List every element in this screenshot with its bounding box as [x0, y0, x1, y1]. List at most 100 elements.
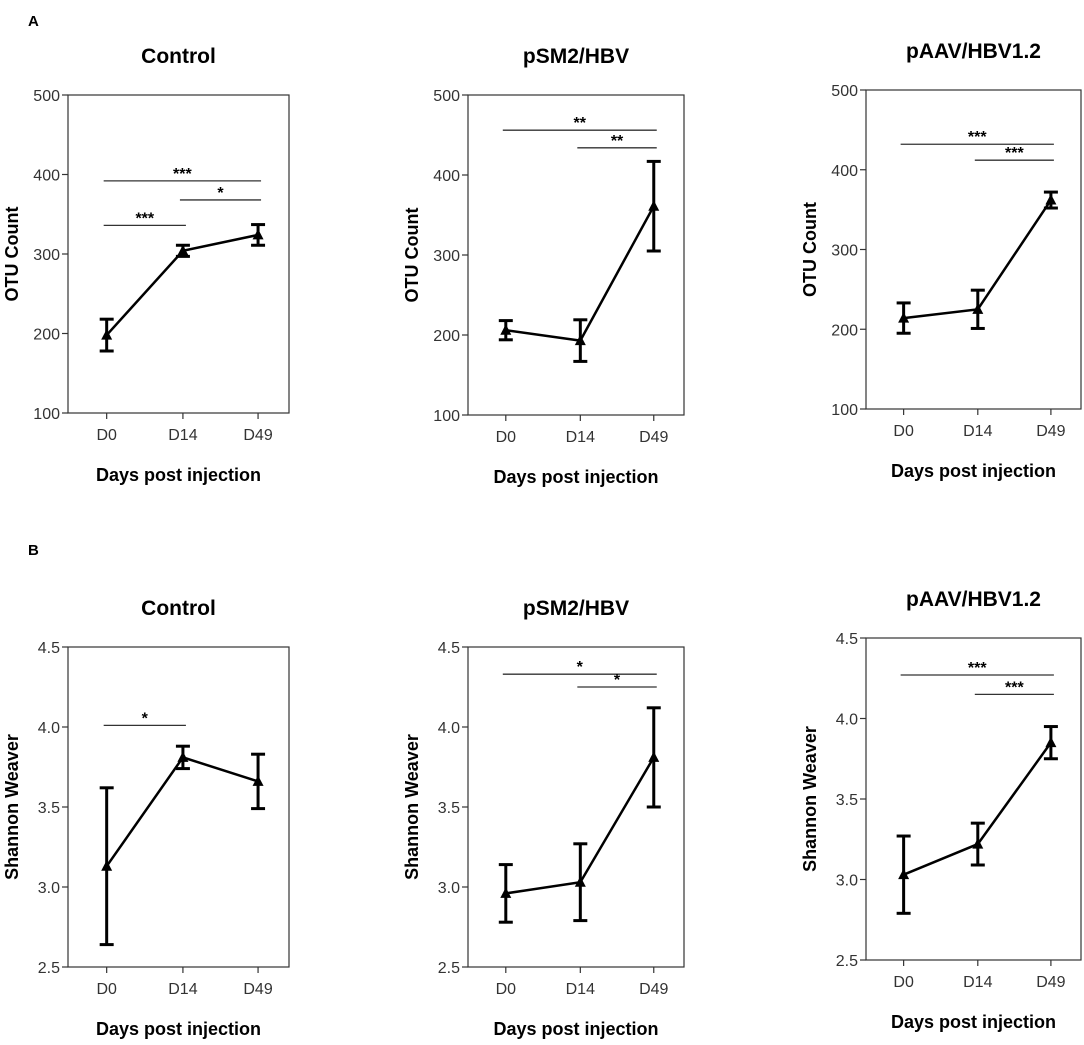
chart-title: pAAV/HBV1.2: [906, 588, 1041, 611]
y-tick-label: 400: [33, 168, 60, 185]
y-tick-label: 400: [433, 168, 460, 185]
x-tick-label: D14: [963, 974, 992, 991]
plot-frame: [865, 637, 1082, 961]
plot-frame: [67, 646, 290, 968]
chart-3: Control 2.5 3.0 3.5 4.0 4.5 D0 D14 D49 Days post …: [2, 597, 290, 1039]
significance-label: **: [611, 133, 624, 150]
x-tick-label: D0: [496, 981, 517, 998]
y-tick-label: 3.0: [438, 880, 460, 897]
x-axis-label: Days post injection: [96, 1019, 261, 1039]
x-tick-label: D14: [168, 427, 197, 444]
x-tick-label: D0: [496, 429, 517, 446]
x-tick-label: D49: [639, 981, 668, 998]
y-tick-label: 4.5: [836, 631, 858, 648]
data-point: [177, 751, 189, 762]
y-tick-label: 200: [433, 328, 460, 345]
y-tick-label: 200: [33, 327, 60, 344]
y-tick-label: 3.5: [836, 792, 858, 809]
significance-label: *: [614, 672, 621, 689]
x-tick-label: D49: [1036, 974, 1065, 991]
x-tick-label: D14: [963, 423, 992, 440]
data-point: [574, 876, 586, 887]
significance-label: ***: [1005, 145, 1024, 162]
chart-title: Control: [141, 597, 216, 620]
data-point: [898, 312, 910, 323]
data-point: [574, 334, 586, 346]
significance-label: **: [574, 115, 587, 132]
data-point: [648, 751, 660, 762]
x-axis-label: Days post injection: [493, 467, 658, 487]
chart-5: pAAV/HBV1.2 2.5 3.0 3.5 4.0 4.5 D0 D14 D49 Days p…: [800, 588, 1082, 1032]
significance-label: ***: [968, 660, 987, 677]
data-point: [101, 860, 113, 871]
x-axis-label: Days post injection: [891, 1012, 1056, 1032]
x-tick-label: D49: [1036, 423, 1065, 440]
y-tick-label: 4.0: [836, 712, 858, 729]
x-tick-label: D0: [96, 427, 117, 444]
y-tick-label: 500: [33, 88, 60, 105]
y-tick-label: 3.5: [438, 800, 460, 817]
x-tick-label: D49: [243, 981, 272, 998]
y-tick-label: 300: [433, 248, 460, 265]
significance-label: *: [142, 710, 149, 727]
data-point: [500, 324, 512, 335]
y-tick-label: 4.0: [438, 720, 460, 737]
data-point: [252, 775, 264, 786]
y-tick-label: 3.5: [38, 800, 60, 817]
y-tick-label: 2.5: [38, 960, 60, 977]
chart-title: pSM2/HBV: [523, 597, 629, 620]
chart-2: pAAV/HBV1.2 100 200 300 400 500 D0 D14 D49 Days p…: [800, 40, 1082, 481]
y-axis-label: Shannon Weaver: [800, 726, 820, 872]
y-axis-label: OTU Count: [800, 202, 820, 297]
panel-label-b: B: [28, 542, 39, 559]
data-point: [177, 244, 189, 256]
y-tick-label: 2.5: [836, 953, 858, 970]
y-tick-label: 4.5: [438, 640, 460, 657]
plot-frame: [467, 94, 685, 416]
y-tick-label: 500: [831, 83, 858, 100]
x-tick-label: D14: [566, 429, 595, 446]
significance-label: ***: [968, 129, 987, 146]
data-point: [972, 303, 984, 314]
data-point: [898, 868, 910, 880]
chart-title: pAAV/HBV1.2: [906, 40, 1041, 63]
y-axis-label: Shannon Weaver: [402, 734, 422, 880]
x-tick-label: D49: [243, 427, 272, 444]
x-tick-label: D49: [639, 429, 668, 446]
y-tick-label: 100: [831, 402, 858, 419]
data-point: [972, 838, 984, 849]
significance-label: ***: [135, 210, 154, 227]
y-axis-label: OTU Count: [402, 208, 422, 303]
panel-label-a: A: [28, 13, 39, 30]
y-axis-label: Shannon Weaver: [2, 734, 22, 880]
x-tick-label: D0: [893, 423, 914, 440]
significance-label: ***: [1005, 679, 1024, 696]
significance-label: *: [577, 659, 584, 676]
data-point: [1045, 194, 1057, 205]
y-tick-label: 2.5: [438, 960, 460, 977]
x-tick-label: D14: [566, 981, 595, 998]
significance-label: *: [217, 185, 224, 202]
y-tick-label: 100: [33, 406, 60, 423]
y-tick-label: 300: [831, 243, 858, 260]
significance-label: ***: [173, 166, 192, 183]
y-tick-label: 200: [831, 322, 858, 339]
chart-1: pSM2/HBV 100 200 300 400 500 D0 D14 D49 Days post…: [402, 45, 685, 487]
y-tick-label: 500: [433, 88, 460, 105]
x-axis-label: Days post injection: [96, 465, 261, 485]
x-tick-label: D0: [893, 974, 914, 991]
data-point: [101, 329, 113, 340]
y-axis-label: OTU Count: [2, 207, 22, 302]
chart-title: Control: [141, 45, 216, 68]
x-axis-label: Days post injection: [891, 461, 1056, 481]
y-tick-label: 300: [33, 247, 60, 264]
data-point: [648, 200, 660, 211]
chart-0: Control 100 200 300 400 500 D0 D14 D49 Days post …: [2, 45, 290, 485]
y-tick-label: 400: [831, 163, 858, 180]
x-tick-label: D14: [168, 981, 197, 998]
x-tick-label: D0: [96, 981, 117, 998]
chart-title: pSM2/HBV: [523, 45, 629, 68]
y-tick-label: 3.0: [38, 880, 60, 897]
x-axis-label: Days post injection: [493, 1019, 658, 1039]
